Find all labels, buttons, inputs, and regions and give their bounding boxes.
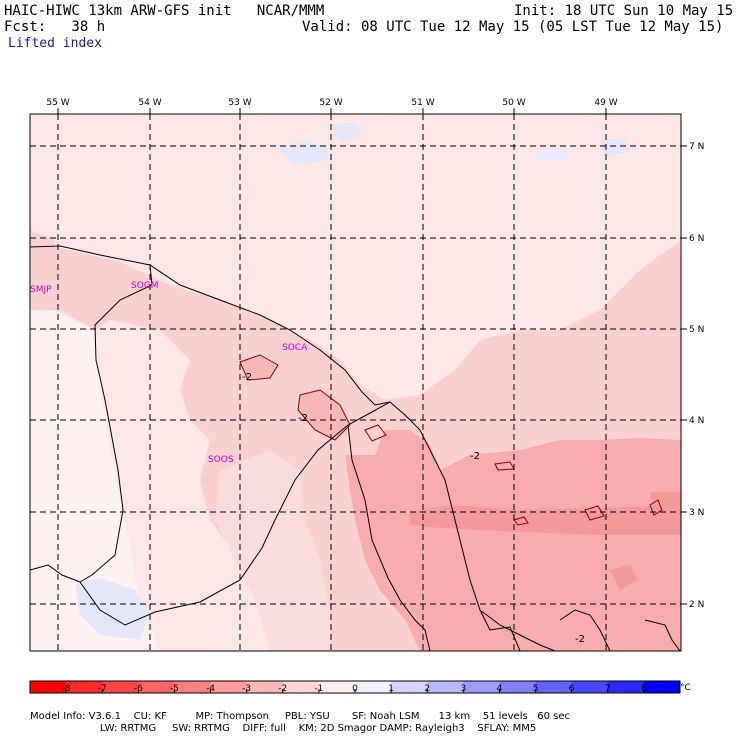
colorbar-swatch [174, 681, 212, 693]
colorbar-swatch [138, 681, 175, 693]
blue-patch-ne2 [535, 148, 570, 162]
colorbar-swatch [535, 681, 573, 693]
blue-patch-ne [600, 138, 630, 156]
colorbar-swatch [102, 681, 139, 693]
coastlines [30, 245, 681, 651]
colorbar-swatch [282, 681, 320, 693]
station-label: SOCA [282, 343, 308, 353]
lat-labels: 7 N 6 N 5 N 4 N 3 N 2 N [689, 142, 704, 610]
colorbar-tick-label: 5 [533, 684, 539, 694]
model-title: HAIC-HIWC 13km ARW-GFS init NCAR/MMM [4, 3, 325, 19]
contour-label: -2 [575, 634, 585, 645]
contour-label: -2 [298, 413, 308, 424]
lon-label: 53 W [228, 98, 251, 108]
colorbar-swatch [607, 681, 645, 693]
colorbar-swatch [210, 681, 248, 693]
lat-label: 2 N [689, 600, 704, 610]
colorbar-tick-label: 0 [352, 684, 358, 694]
valid-time: Valid: 08 UTC Tue 12 May 15 (05 LST Tue … [302, 19, 724, 35]
colorbar-swatch [246, 681, 284, 693]
colorbar-tick-label: 2 [424, 684, 430, 694]
lon-labels: 55 W 54 W 53 W 52 W 51 W 50 W 49 W [46, 98, 617, 108]
colorbar-tick-label: -3 [242, 684, 251, 694]
contour-labels: -2 -2 -2 -2 [242, 372, 585, 645]
map-fill-layers [30, 114, 681, 651]
shade-minus1-west [30, 230, 55, 305]
colorbar-tick-label: 6 [569, 684, 575, 694]
contour-label: -2 [470, 451, 480, 462]
colorbar-tick-label: -2 [278, 684, 287, 694]
colorbar-swatch [643, 681, 681, 693]
colorbar [29, 680, 681, 694]
lon-label: 54 W [138, 98, 161, 108]
station-labels: SMJP SOGM SOCA SOOS [30, 281, 308, 465]
colorbar-tick-label: -8 [62, 684, 71, 694]
colorbar-tick-label: -7 [98, 684, 107, 694]
shade-minus1-mid [215, 450, 330, 651]
model-info-line2: LW: RRTMG SW: RRTMG DIFF: full KM: 2D Sm… [30, 723, 537, 734]
shade-minus2-small [240, 355, 278, 380]
colorbar-tick-label: 8 [641, 684, 647, 694]
forecast-hour: Fcst: 38 h [4, 19, 106, 35]
colorbar-tick-label: 1 [388, 684, 394, 694]
station-label: SOGM [131, 281, 159, 291]
contour-label: -2 [242, 372, 252, 383]
colorbar-swatch [427, 681, 464, 693]
shade-minus2-edge [650, 492, 681, 520]
lat-label: 3 N [689, 508, 704, 518]
pale-region-left [30, 300, 160, 651]
station-label: SMJP [30, 285, 52, 295]
lat-label: 6 N [689, 234, 704, 244]
colorbar-tick-label: 7 [605, 684, 611, 694]
colorbar-swatch [571, 681, 609, 693]
colorbar-tick-label: -4 [206, 684, 215, 694]
colorbar-ticks: -8 -7 -6 -5 -4 -3 -2 -1 0 1 2 3 4 5 6 7 8 [62, 684, 647, 694]
lat-label: 4 N [689, 416, 704, 426]
colorbar-tick-label: -5 [170, 684, 179, 694]
colorbar-swatch [318, 681, 356, 693]
map-frame [29, 113, 682, 652]
model-info-line1: Model Info: V3.6.1 CU: KF MP: Thompson P… [30, 711, 570, 722]
blue-patch-n2 [330, 122, 362, 142]
colorbar-swatch [463, 681, 500, 693]
colorbar-tick-label: 3 [460, 684, 466, 694]
colorbar-unit: °C [680, 683, 691, 693]
colorbar-swatch [391, 681, 428, 693]
field-name: Lifted index [8, 36, 102, 51]
colorbar-swatch [355, 681, 392, 693]
lon-label: 49 W [594, 98, 617, 108]
station-label: SOOS [208, 455, 234, 465]
lon-label: 55 W [46, 98, 69, 108]
colorbar-tick-label: 4 [497, 684, 503, 694]
colorbar-tick-label: -6 [134, 684, 143, 694]
lon-label: 51 W [411, 98, 434, 108]
colorbar-swatch [499, 681, 537, 693]
lat-lon-grid [30, 114, 681, 651]
shade-minus2-east [345, 430, 681, 651]
lon-label: 50 W [502, 98, 525, 108]
colorbar-swatch [30, 681, 67, 693]
lat-label: 7 N [689, 142, 704, 152]
init-time: Init: 18 UTC Sun 10 May 15 [514, 3, 734, 19]
colorbar-swatch [66, 681, 103, 693]
blue-patch-sw [75, 578, 150, 640]
lat-label: 5 N [689, 325, 704, 335]
axis-ticks [57, 108, 687, 605]
shade-minus2-spot [610, 565, 638, 590]
colorbar-tick-label: -1 [314, 684, 323, 694]
shade-minus2-inland [298, 390, 350, 440]
lon-label: 52 W [319, 98, 342, 108]
